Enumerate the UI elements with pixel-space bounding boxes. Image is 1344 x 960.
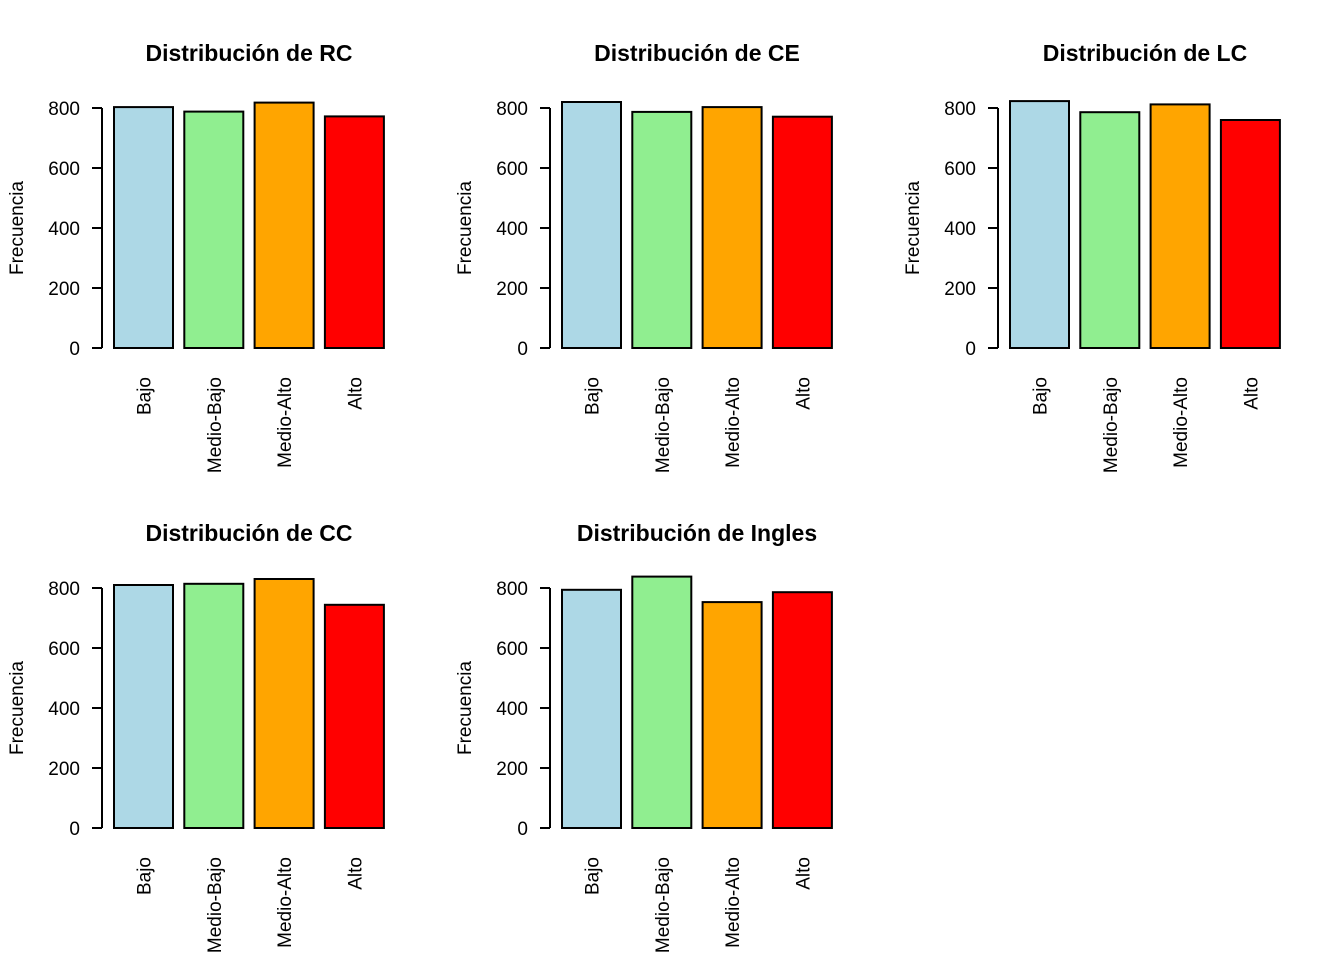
bar-medio-bajo — [1079, 111, 1141, 349]
x-category-label: Medio-Bajo — [1101, 377, 1122, 473]
y-tick-label: 0 — [69, 339, 80, 360]
x-category-label: Medio-Alto — [723, 857, 744, 948]
x-category-label: Medio-Alto — [275, 377, 296, 468]
chart-title: Distribución de CE — [594, 40, 800, 66]
x-category-label: Alto — [793, 857, 814, 890]
y-tick-label: 0 — [517, 339, 528, 360]
bar-bajo — [113, 584, 174, 829]
x-category-label: Medio-Bajo — [653, 377, 674, 473]
x-category-label: Medio-Alto — [1171, 377, 1192, 468]
x-category-label: Bajo — [135, 377, 156, 415]
bar-alto — [771, 115, 833, 349]
panel-4: Distribución de CC 0 200 400 600 800 Frecuenci… — [7, 520, 385, 953]
y-tick-label: 800 — [944, 99, 976, 120]
bar-bajo — [561, 101, 622, 349]
x-category-label: Medio-Bajo — [205, 377, 226, 473]
panel-5: Distribución de Ingles 0 200 400 600 800 Frecu… — [455, 520, 833, 953]
y-axis-title: Frecuencia — [455, 181, 476, 275]
chart-title: Distribución de CC — [145, 520, 352, 546]
y-tick-label: 800 — [496, 579, 528, 600]
y-tick-label: 0 — [69, 819, 80, 840]
x-category-label: Alto — [1241, 377, 1262, 410]
bar-alto — [323, 603, 385, 829]
x-category-label: Medio-Alto — [723, 377, 744, 468]
y-tick-label: 600 — [48, 159, 80, 180]
y-axis-title: Frecuencia — [455, 661, 476, 755]
chart-title: Distribución de RC — [145, 40, 352, 66]
y-axis-title: Frecuencia — [7, 181, 28, 275]
x-category-label: Bajo — [583, 857, 604, 895]
bar-medio-bajo — [631, 575, 693, 829]
x-category-label: Alto — [345, 377, 366, 410]
x-category-label: Medio-Alto — [275, 857, 296, 948]
x-category-label: Bajo — [135, 857, 156, 895]
bar-alto — [323, 115, 385, 350]
y-tick-label: 800 — [496, 99, 528, 120]
bar-medio-alto — [253, 578, 315, 829]
bar-medio-alto — [253, 101, 315, 349]
y-tick-label: 200 — [944, 279, 976, 300]
x-category-label: Bajo — [583, 377, 604, 415]
y-tick-label: 600 — [944, 159, 976, 180]
bar-medio-bajo — [183, 582, 245, 829]
y-tick-label: 400 — [496, 219, 528, 240]
y-tick-label: 200 — [48, 279, 80, 300]
panel-2: Distribución de CE 0 200 400 600 800 Frecuenci… — [455, 40, 833, 473]
bar-bajo — [561, 588, 622, 829]
bar-medio-alto — [1149, 103, 1211, 350]
x-category-label: Alto — [345, 857, 366, 890]
x-category-label: Bajo — [1031, 377, 1052, 415]
y-tick-label: 200 — [48, 759, 80, 780]
y-tick-label: 800 — [48, 99, 80, 120]
panel-1: Distribución de RC 0 200 400 600 800 Frecuenci… — [7, 40, 385, 473]
bar-bajo — [1009, 100, 1070, 349]
y-tick-label: 400 — [48, 699, 80, 720]
bar-alto — [771, 591, 833, 829]
y-tick-label: 200 — [496, 759, 528, 780]
y-tick-label: 600 — [48, 639, 80, 660]
x-category-label: Medio-Bajo — [653, 857, 674, 953]
y-axis-title: Frecuencia — [7, 661, 28, 755]
bar-medio-alto — [701, 601, 763, 829]
x-category-label: Medio-Bajo — [205, 857, 226, 953]
bar-medio-alto — [701, 106, 763, 349]
bar-bajo — [113, 106, 174, 349]
y-tick-label: 600 — [496, 639, 528, 660]
y-tick-label: 0 — [965, 339, 976, 360]
y-tick-label: 800 — [48, 579, 80, 600]
y-tick-label: 200 — [496, 279, 528, 300]
panel-3: Distribución de LC 0 200 400 600 800 Frecuenci… — [903, 40, 1281, 473]
y-tick-label: 0 — [517, 819, 528, 840]
y-tick-label: 400 — [496, 699, 528, 720]
chart-title: Distribución de LC — [1043, 40, 1247, 66]
y-tick-label: 400 — [944, 219, 976, 240]
y-axis-title: Frecuencia — [903, 181, 924, 275]
bar-alto — [1219, 119, 1281, 349]
bar-medio-bajo — [183, 110, 245, 349]
y-tick-label: 600 — [496, 159, 528, 180]
chart-title: Distribución de Ingles — [577, 520, 817, 546]
bar-medio-bajo — [631, 110, 693, 350]
x-category-label: Alto — [793, 377, 814, 410]
y-tick-label: 400 — [48, 219, 80, 240]
